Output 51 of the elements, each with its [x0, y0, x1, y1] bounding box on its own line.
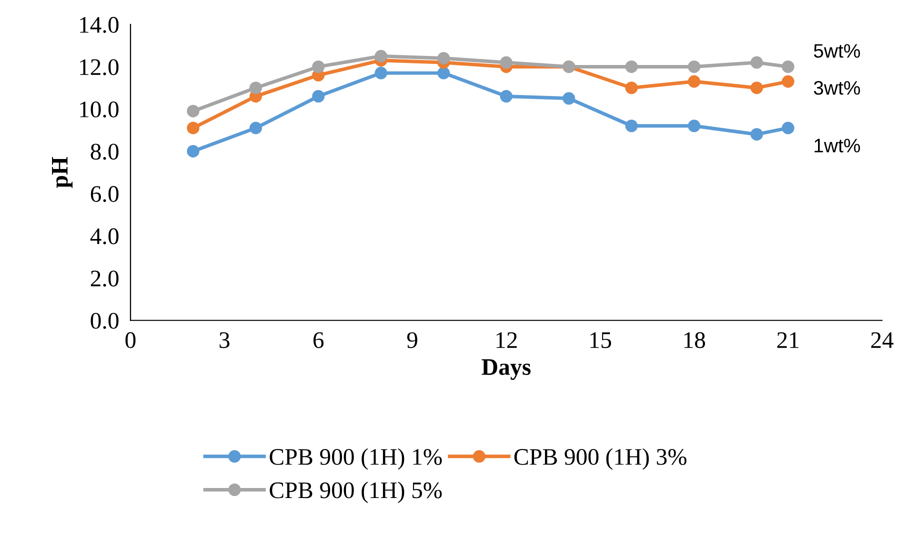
annotation: 1wt% — [814, 138, 860, 152]
y-tick-label: 14.0 — [80, 16, 118, 33]
point — [437, 52, 450, 65]
point — [625, 120, 638, 132]
x-tick-label: 15 — [590, 332, 612, 348]
point — [750, 82, 763, 94]
y-tick-label: 8.0 — [90, 144, 118, 160]
legend-label: CPB 900 (1H) 1% — [270, 448, 442, 470]
y-tick-label: 6.0 — [90, 186, 118, 202]
point — [688, 120, 700, 132]
y-tick-label: 10.0 — [80, 101, 118, 118]
point — [562, 92, 576, 105]
point — [186, 104, 200, 118]
point — [782, 75, 794, 88]
point — [250, 82, 262, 94]
point — [500, 90, 512, 103]
legend-label: CPB 900 (1H) 5% — [270, 482, 442, 504]
x-tick-label: 18 — [684, 332, 706, 348]
annotation: 3wt% — [814, 80, 860, 95]
y-tick-label: 0.0 — [90, 312, 118, 329]
x-tick-label: 12 — [496, 332, 517, 348]
y-axis-title: pH — [52, 157, 73, 188]
x-tick-label: 6 — [313, 332, 324, 348]
x-tick-label: 9 — [407, 332, 418, 348]
y-tick-label: 12.0 — [80, 59, 118, 76]
point — [250, 122, 262, 134]
point — [782, 122, 794, 134]
point — [186, 122, 200, 134]
point — [782, 60, 794, 73]
annotation: 5wt% — [814, 44, 860, 58]
point — [750, 128, 763, 141]
point — [688, 60, 700, 73]
point — [374, 66, 388, 80]
y-tick-label: 2.0 — [90, 270, 118, 287]
point — [688, 75, 700, 88]
y-tick-label: 4.0 — [90, 228, 118, 244]
x-tick-label: 3 — [220, 332, 230, 348]
point — [374, 50, 388, 62]
point — [312, 90, 325, 103]
point — [437, 66, 450, 80]
point — [625, 82, 638, 94]
x-tick-label: 0 — [125, 332, 136, 348]
point — [186, 145, 200, 158]
point — [312, 60, 325, 73]
x-tick-label: 21 — [777, 332, 798, 348]
point — [500, 56, 512, 69]
x-tick-label: 24 — [871, 332, 894, 348]
point — [625, 60, 638, 73]
legend-label: CPB 900 (1H) 3% — [514, 448, 686, 470]
point — [750, 56, 763, 69]
x-axis-title: Days — [482, 359, 531, 380]
